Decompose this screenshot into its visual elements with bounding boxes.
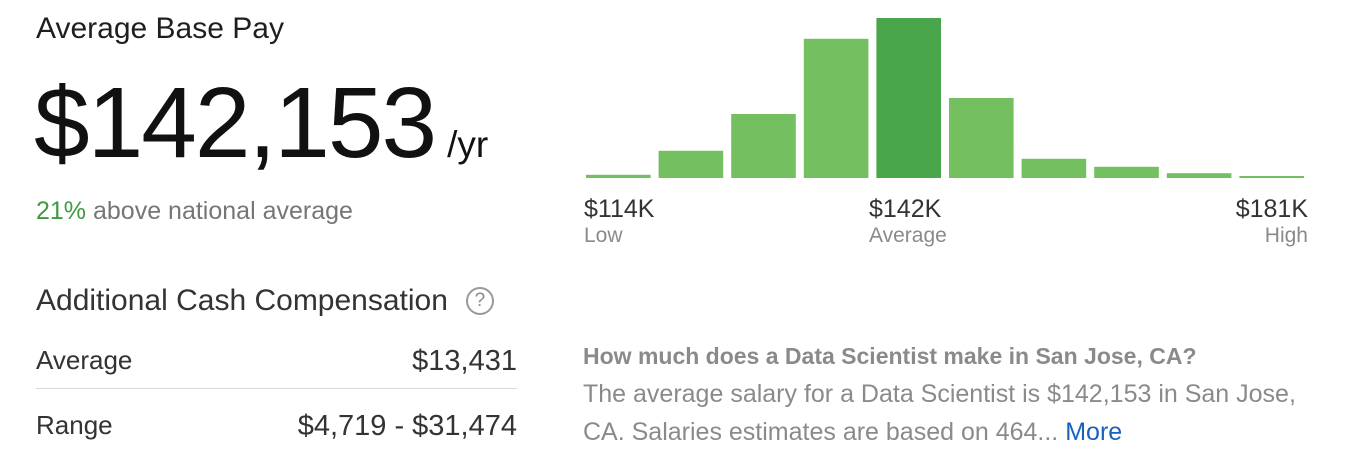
additional-cash-title: Additional Cash Compensation	[36, 284, 448, 317]
base-pay-unit: /yr	[447, 124, 489, 165]
cash-row-value: $13,431	[412, 345, 517, 377]
base-pay-row: $142,153 /yr	[34, 68, 488, 178]
help-question-icon[interactable]: ?	[465, 287, 494, 315]
cash-row-divider	[36, 388, 517, 389]
cash-row-label: Average	[36, 345, 133, 375]
cash-row-range: Range $4,719 - $31,474	[36, 410, 517, 443]
high-label: High	[1264, 224, 1308, 247]
histogram-bar	[1094, 166, 1159, 178]
base-pay-amount: $142,153	[34, 67, 437, 179]
high-value: $181K	[1235, 195, 1308, 223]
average-value: $142K	[869, 195, 942, 223]
cash-row-label: Range	[36, 410, 113, 440]
description-title: How much does a Data Scientist make in S…	[583, 343, 1197, 369]
base-pay-title: Average Base Pay	[36, 12, 284, 45]
salary-distribution-chart	[586, 18, 1304, 178]
distribution-high: $181K High	[1236, 195, 1308, 248]
description-text: The average salary for a Data Scientist …	[583, 380, 1296, 446]
histogram-bar	[658, 150, 724, 178]
cash-row-value: $4,719 - $31,474	[297, 410, 517, 442]
histogram-bar	[731, 114, 796, 178]
low-label: Low	[584, 224, 623, 247]
histogram-bar-average	[876, 18, 941, 178]
comparison-text: above national average	[86, 197, 353, 225]
description-body: The average salary for a Data Scientist …	[583, 375, 1313, 451]
distribution-average: $142K Average	[869, 195, 947, 248]
low-value: $114K	[584, 195, 655, 223]
national-comparison: 21% above national average	[36, 197, 353, 226]
histogram-bar	[1239, 176, 1304, 178]
average-label: Average	[869, 224, 947, 247]
additional-cash-title-row: Additional Cash Compensation ?	[36, 284, 494, 318]
histogram-bar	[803, 38, 869, 178]
histogram-bar	[1021, 158, 1087, 178]
histogram-bar	[586, 174, 651, 178]
distribution-low: $114K Low	[584, 195, 654, 248]
histogram-bar	[949, 98, 1014, 178]
more-link[interactable]: More	[1065, 418, 1123, 446]
cash-row-average: Average $13,431	[36, 345, 517, 378]
comparison-percent: 21%	[36, 197, 87, 225]
histogram-bar	[1166, 173, 1232, 178]
